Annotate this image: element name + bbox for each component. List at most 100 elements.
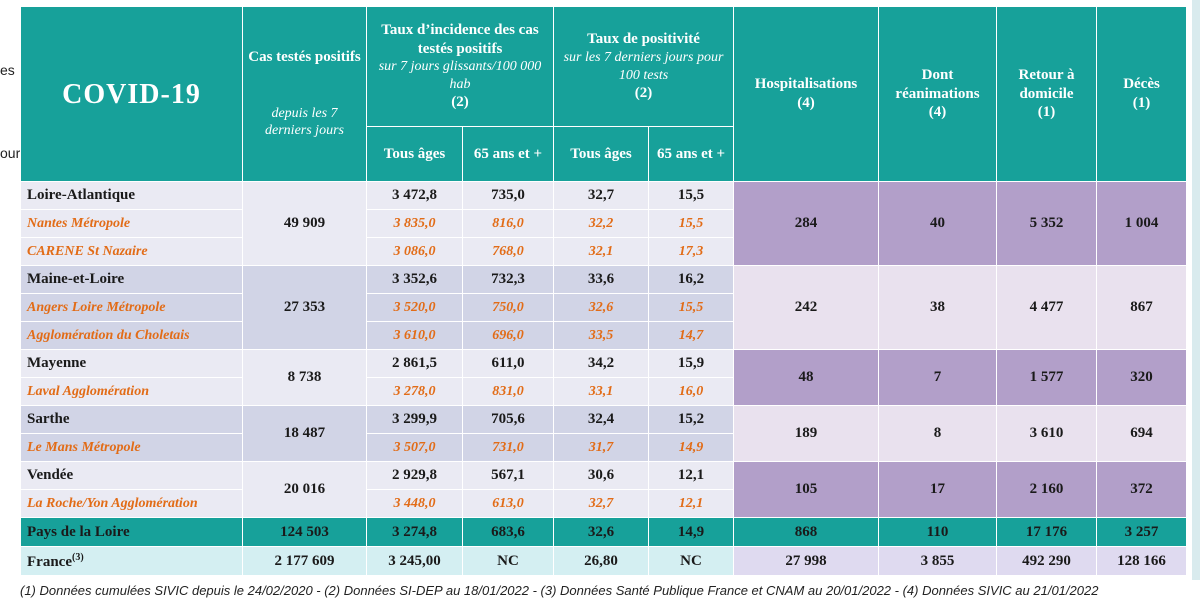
department-incidence-all: 3 472,8 — [366, 181, 463, 210]
region-inc_65: 683,6 — [462, 517, 554, 547]
department-positivite-all: 32,4 — [553, 405, 649, 434]
department-incidence-all: 2 929,8 — [366, 461, 463, 490]
epci-incidence-all: 3 520,0 — [366, 293, 463, 322]
epci-name: Agglomération du Choletais — [20, 321, 243, 350]
department-reanimations: 8 — [878, 405, 998, 462]
table-row: Agglomération du Choletais 3 610,0 696,0 33… — [20, 321, 1187, 350]
france-hosp: 27 998 — [733, 546, 880, 576]
epci-positivite-all: 33,1 — [553, 377, 649, 406]
table-title: COVID-19 — [20, 6, 243, 182]
department-hospitalisations: 242 — [733, 265, 880, 350]
epci-name: Angers Loire Métropole — [20, 293, 243, 322]
department-incidence-all: 2 861,5 — [366, 349, 463, 378]
france-name: France(3) — [20, 546, 243, 576]
department-positivite-all: 30,6 — [553, 461, 649, 490]
france-note: (3) — [71, 551, 84, 563]
france-retour: 492 290 — [996, 546, 1098, 576]
department-cas: 18 487 — [242, 405, 367, 462]
header-positivite: Taux de positivité sur les 7 derniers jo… — [552, 6, 735, 127]
edge-strip — [1192, 0, 1200, 580]
header-incidence: Taux d’incidence des cas testés positifs… — [366, 6, 554, 127]
epci-positivite-all: 32,2 — [553, 209, 649, 238]
department-cas: 8 738 — [242, 349, 367, 406]
region-total-row: Pays de la Loire 124 503 3 274,8 683,6 32,6 1… — [20, 517, 1188, 547]
table-row: La Roche/Yon Agglomération 3 448,0 613,0 32… — [20, 489, 1187, 518]
epci-incidence-65: 696,0 — [462, 321, 554, 350]
epci-name: Laval Agglomération — [20, 377, 243, 406]
region-rea: 110 — [878, 517, 998, 547]
department-hospitalisations: 105 — [733, 461, 880, 518]
department-deces: 1 004 — [1096, 181, 1188, 266]
department-positivite-65: 15,2 — [647, 405, 735, 434]
header-retour-domicile: Retour à domicile (1) — [996, 6, 1098, 182]
department-reanimations: 40 — [878, 181, 998, 266]
header-hospitalisations: Hospitalisations (4) — [733, 6, 880, 182]
region-inc_all: 3 274,8 — [366, 517, 463, 547]
department-reanimations: 38 — [878, 265, 998, 350]
epci-positivite-all: 32,6 — [553, 293, 649, 322]
table-row: Laval Agglomération 3 278,0 831,0 33,1 16,0 — [20, 377, 1187, 406]
department-deces: 694 — [1096, 405, 1188, 462]
table-row: Loire-Atlantique 49 909 3 472,8 735,0 32,7 15… — [20, 181, 1188, 266]
epci-positivite-65: 15,5 — [647, 209, 735, 238]
footnote: (1) Données cumulées SIVIC depuis le 24/… — [20, 583, 1099, 598]
cropped-text-fragment: our — [0, 145, 21, 161]
epci-incidence-all: 3 086,0 — [366, 237, 463, 266]
epci-positivite-65: 12,1 — [647, 489, 735, 518]
department-retour-domicile: 3 610 — [996, 405, 1098, 462]
department-positivite-65: 12,1 — [647, 461, 735, 490]
department-cas: 27 353 — [242, 265, 367, 350]
epci-positivite-all: 32,7 — [553, 489, 649, 518]
department-hospitalisations: 189 — [733, 405, 880, 462]
epci-name: Nantes Métropole — [20, 209, 243, 238]
department-retour-domicile: 2 160 — [996, 461, 1098, 518]
epci-incidence-all: 3 610,0 — [366, 321, 463, 350]
france-inc_65: NC — [462, 546, 554, 576]
department-cas: 20 016 — [242, 461, 367, 518]
department-positivite-all: 34,2 — [553, 349, 649, 378]
department-reanimations: 7 — [878, 349, 998, 406]
header-deces: Décès (1) — [1096, 6, 1188, 182]
department-incidence-65: 567,1 — [462, 461, 554, 490]
department-positivite-65: 15,9 — [647, 349, 735, 378]
table-row: Mayenne 8 738 2 861,5 611,0 34,2 15,9 48 7 1 577… — [20, 349, 1188, 406]
epci-incidence-all: 3 278,0 — [366, 377, 463, 406]
department-positivite-all: 33,6 — [553, 265, 649, 294]
region-deces: 3 257 — [1096, 517, 1188, 547]
department-name: Maine-et-Loire — [20, 265, 243, 294]
department-incidence-65: 705,6 — [462, 405, 554, 434]
header-reanimations: Dont réanimations (4) — [878, 6, 998, 182]
department-deces: 320 — [1096, 349, 1188, 406]
region-retour: 17 176 — [996, 517, 1098, 547]
france-deces: 128 166 — [1096, 546, 1188, 576]
department-deces: 372 — [1096, 461, 1188, 518]
epci-incidence-all: 3 835,0 — [366, 209, 463, 238]
subheader-positivite-tous-ages: Tous âges — [553, 126, 649, 182]
epci-incidence-65: 731,0 — [462, 433, 554, 462]
department-incidence-65: 611,0 — [462, 349, 554, 378]
department-deces: 867 — [1096, 265, 1188, 350]
epci-positivite-65: 14,7 — [647, 321, 735, 350]
department-incidence-all: 3 352,6 — [366, 265, 463, 294]
epci-positivite-all: 32,1 — [553, 237, 649, 266]
department-retour-domicile: 1 577 — [996, 349, 1098, 406]
epci-incidence-all: 3 448,0 — [366, 489, 463, 518]
epci-positivite-65: 16,0 — [647, 377, 735, 406]
france-inc_all: 3 245,00 — [366, 546, 463, 576]
department-positivite-65: 16,2 — [647, 265, 735, 294]
department-name: Loire-Atlantique — [20, 181, 243, 210]
france-row: France(3) 2 177 609 3 245,00 NC 26,80 NC 27 99… — [20, 546, 1188, 576]
department-positivite-65: 15,5 — [647, 181, 735, 210]
epci-positivite-65: 15,5 — [647, 293, 735, 322]
table-row: Maine-et-Loire 27 353 3 352,6 732,3 33,6 16,2… — [20, 265, 1188, 350]
epci-incidence-65: 831,0 — [462, 377, 554, 406]
epci-positivite-65: 17,3 — [647, 237, 735, 266]
epci-incidence-65: 750,0 — [462, 293, 554, 322]
subheader-incidence-tous-ages: Tous âges — [366, 126, 463, 182]
france-rea: 3 855 — [878, 546, 998, 576]
epci-name: La Roche/Yon Agglomération — [20, 489, 243, 518]
region-pos_all: 32,6 — [553, 517, 649, 547]
department-cas: 49 909 — [242, 181, 367, 266]
subheader-incidence-65: 65 ans et + — [462, 126, 554, 182]
subheader-positivite-65: 65 ans et + — [647, 126, 735, 182]
